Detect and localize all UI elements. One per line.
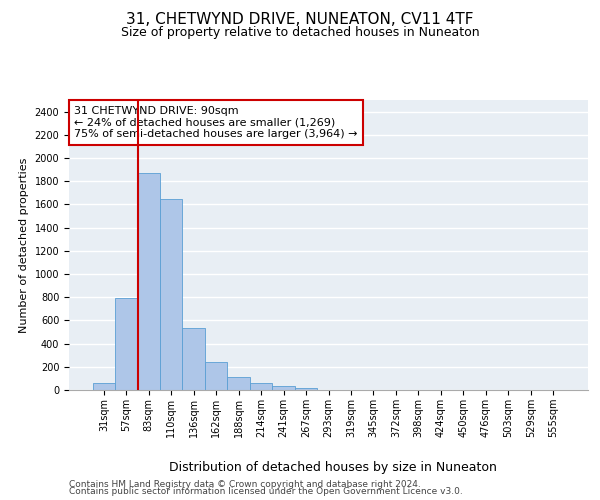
Text: Contains HM Land Registry data © Crown copyright and database right 2024.: Contains HM Land Registry data © Crown c… (69, 480, 421, 489)
Text: Contains public sector information licensed under the Open Government Licence v3: Contains public sector information licen… (69, 488, 463, 496)
Text: 31 CHETWYND DRIVE: 90sqm
← 24% of detached houses are smaller (1,269)
75% of sem: 31 CHETWYND DRIVE: 90sqm ← 24% of detach… (74, 106, 358, 139)
Text: 31, CHETWYND DRIVE, NUNEATON, CV11 4TF: 31, CHETWYND DRIVE, NUNEATON, CV11 4TF (126, 12, 474, 28)
Bar (272, 386, 295, 390)
Bar (250, 383, 272, 390)
Bar (115, 298, 137, 390)
Text: Size of property relative to detached houses in Nuneaton: Size of property relative to detached ho… (121, 26, 479, 39)
Text: Distribution of detached houses by size in Nuneaton: Distribution of detached houses by size … (169, 461, 497, 474)
Bar (92, 383, 115, 390)
Bar (137, 173, 160, 390)
Bar (205, 362, 227, 390)
Bar (227, 377, 250, 390)
Bar (182, 328, 205, 390)
Bar (160, 198, 182, 390)
Y-axis label: Number of detached properties: Number of detached properties (19, 158, 29, 332)
Bar (295, 388, 317, 390)
